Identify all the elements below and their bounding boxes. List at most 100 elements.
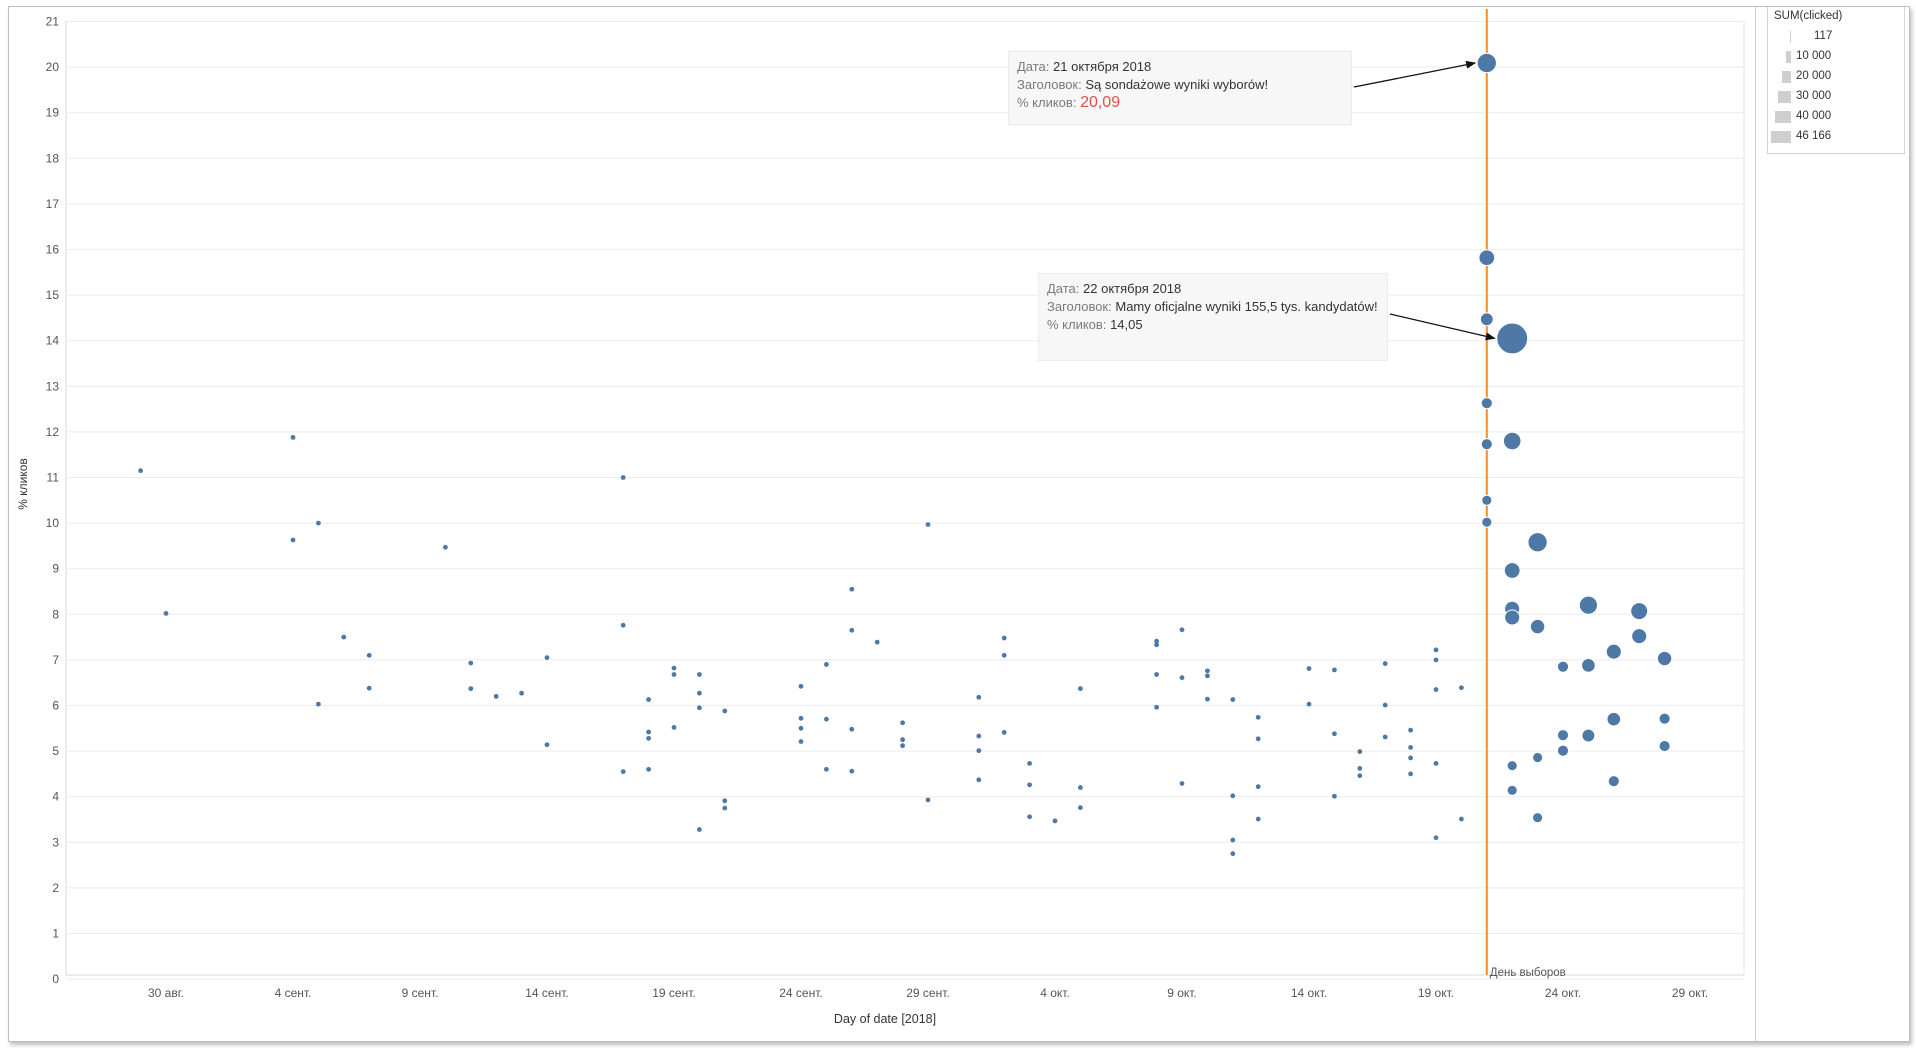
data-point[interactable] <box>849 726 855 732</box>
data-point[interactable] <box>1027 782 1032 788</box>
data-point[interactable] <box>824 662 829 667</box>
data-point[interactable] <box>646 766 651 772</box>
data-point[interactable] <box>671 665 677 671</box>
data-point[interactable] <box>1527 532 1548 553</box>
data-point[interactable] <box>1433 657 1439 663</box>
data-point[interactable] <box>1532 812 1544 824</box>
data-point[interactable] <box>1506 760 1518 772</box>
data-point[interactable] <box>1658 740 1671 753</box>
data-point[interactable] <box>1433 761 1439 766</box>
data-point[interactable] <box>671 672 677 677</box>
data-point[interactable] <box>1581 658 1596 673</box>
data-point[interactable] <box>925 797 931 803</box>
data-point[interactable] <box>1154 638 1159 644</box>
data-point[interactable] <box>1382 702 1388 708</box>
data-point[interactable] <box>1496 322 1529 355</box>
data-point[interactable] <box>849 627 855 633</box>
data-point[interactable] <box>1556 729 1570 742</box>
data-point[interactable] <box>290 434 296 440</box>
data-point[interactable] <box>849 586 855 592</box>
data-point[interactable] <box>925 522 931 527</box>
data-point[interactable] <box>1479 312 1494 327</box>
data-point[interactable] <box>1205 696 1210 702</box>
data-point[interactable] <box>163 610 169 616</box>
data-point[interactable] <box>1631 628 1648 645</box>
data-point[interactable] <box>1154 642 1159 648</box>
data-point[interactable] <box>620 475 626 480</box>
data-point[interactable] <box>1581 728 1596 743</box>
data-point[interactable] <box>646 729 651 735</box>
data-point[interactable] <box>1205 668 1210 674</box>
data-point[interactable] <box>1476 52 1497 74</box>
data-point[interactable] <box>1357 749 1363 754</box>
data-point[interactable] <box>1605 643 1622 660</box>
data-point[interactable] <box>1001 635 1007 641</box>
data-point[interactable] <box>1382 661 1388 666</box>
data-point[interactable] <box>443 544 448 550</box>
data-point[interactable] <box>1332 793 1337 799</box>
data-point[interactable] <box>646 735 651 741</box>
data-point[interactable] <box>341 634 347 640</box>
data-point[interactable] <box>824 716 829 722</box>
data-point[interactable] <box>519 690 524 696</box>
data-point[interactable] <box>1306 701 1312 707</box>
data-point[interactable] <box>697 827 702 832</box>
data-point[interactable] <box>1433 687 1439 692</box>
data-point[interactable] <box>1433 835 1439 841</box>
data-point[interactable] <box>1480 438 1493 451</box>
data-point[interactable] <box>1306 666 1312 671</box>
data-point[interactable] <box>1052 818 1058 824</box>
data-point[interactable] <box>1357 773 1363 779</box>
data-point[interactable] <box>1179 627 1185 633</box>
data-point[interactable] <box>1332 667 1337 673</box>
data-point[interactable] <box>1480 397 1493 410</box>
size-legend-item[interactable]: 10 000 <box>1768 47 1904 67</box>
data-point[interactable] <box>138 468 144 474</box>
data-point[interactable] <box>1179 781 1185 786</box>
data-point[interactable] <box>290 537 296 543</box>
data-point[interactable] <box>1001 652 1007 658</box>
size-legend-item[interactable]: 46 166 <box>1768 127 1904 147</box>
data-point[interactable] <box>366 652 372 658</box>
data-point[interactable] <box>1503 562 1521 579</box>
data-point[interactable] <box>900 743 905 749</box>
data-point[interactable] <box>900 737 905 743</box>
data-point[interactable] <box>722 708 728 714</box>
data-point[interactable] <box>1382 734 1388 740</box>
data-point[interactable] <box>468 660 474 666</box>
data-point[interactable] <box>798 683 804 689</box>
data-point[interactable] <box>874 639 880 645</box>
data-point[interactable] <box>1408 745 1413 750</box>
data-point[interactable] <box>646 697 651 702</box>
data-point[interactable] <box>824 766 829 772</box>
data-point[interactable] <box>620 622 626 628</box>
data-point[interactable] <box>976 694 982 700</box>
data-point[interactable] <box>1606 711 1622 727</box>
data-point[interactable] <box>544 655 550 661</box>
data-point[interactable] <box>976 733 982 739</box>
data-point[interactable] <box>798 715 804 721</box>
data-point[interactable] <box>316 520 321 526</box>
data-point[interactable] <box>544 742 550 748</box>
data-point[interactable] <box>1255 816 1261 822</box>
data-point[interactable] <box>1478 249 1496 267</box>
data-point[interactable] <box>1408 727 1413 733</box>
data-point[interactable] <box>1230 793 1236 799</box>
data-point[interactable] <box>1578 595 1598 615</box>
data-point[interactable] <box>1027 761 1032 766</box>
data-point[interactable] <box>1408 771 1413 777</box>
data-point[interactable] <box>1630 602 1649 621</box>
data-point[interactable] <box>1205 673 1210 679</box>
data-point[interactable] <box>1154 704 1159 710</box>
data-point[interactable] <box>1230 697 1236 702</box>
data-point[interactable] <box>1459 685 1464 691</box>
data-point[interactable] <box>1255 736 1261 742</box>
data-point[interactable] <box>468 686 474 692</box>
data-point[interactable] <box>1078 686 1083 692</box>
data-point[interactable] <box>798 725 804 731</box>
size-legend-item[interactable]: 117 <box>1768 27 1904 47</box>
data-point[interactable] <box>900 720 905 726</box>
data-point[interactable] <box>1433 647 1439 653</box>
data-point[interactable] <box>1078 805 1083 811</box>
data-point[interactable] <box>671 724 677 730</box>
